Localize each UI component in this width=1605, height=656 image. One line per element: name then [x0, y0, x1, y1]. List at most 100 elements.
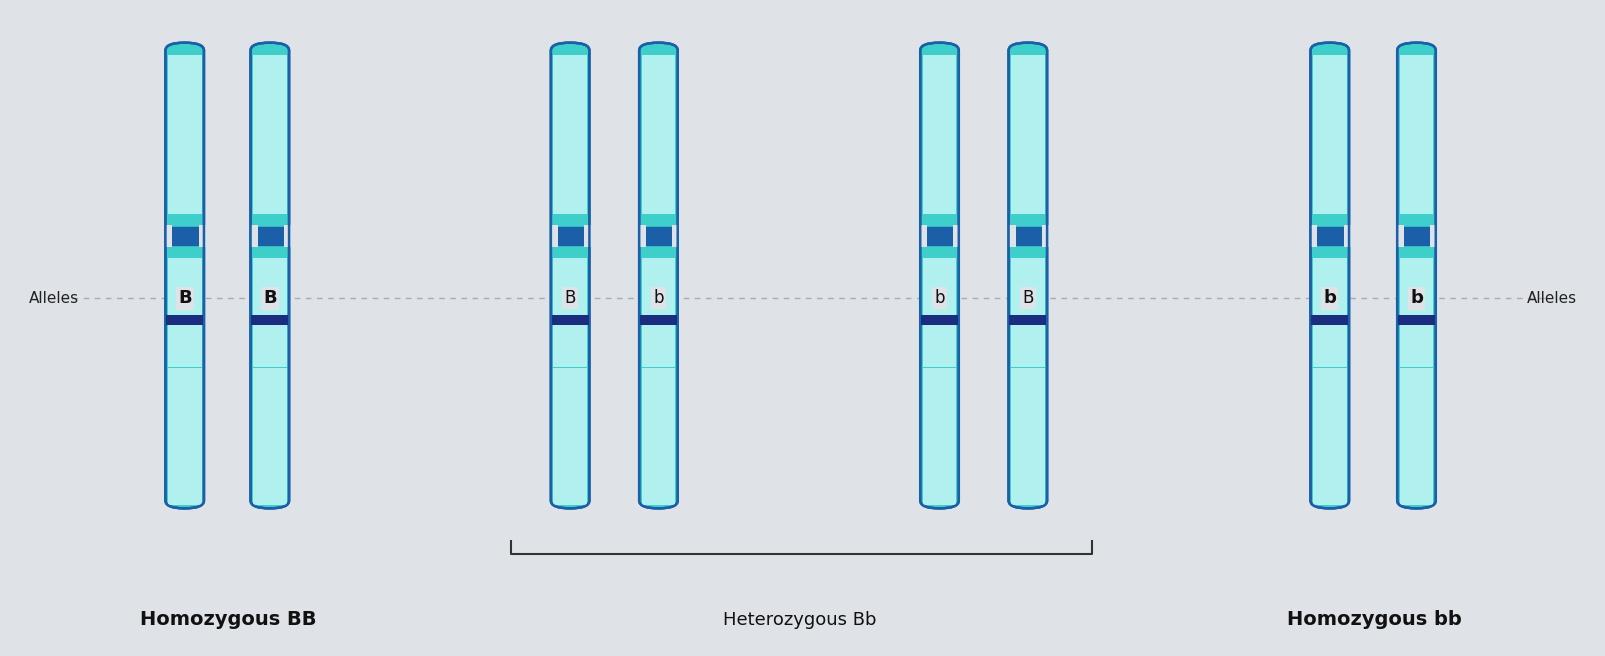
- Bar: [1398, 342, 1433, 367]
- Bar: [1396, 315, 1435, 325]
- Bar: [1398, 133, 1433, 159]
- Bar: [250, 315, 289, 325]
- Bar: [254, 86, 286, 112]
- Bar: [552, 315, 587, 325]
- Bar: [640, 480, 674, 505]
- Bar: [1011, 152, 1043, 177]
- Bar: [1396, 225, 1403, 247]
- Bar: [672, 225, 679, 247]
- Bar: [1313, 101, 1345, 127]
- Bar: [640, 367, 674, 393]
- Bar: [169, 72, 202, 97]
- Text: Heterozygous Bb: Heterozygous Bb: [722, 611, 876, 629]
- Bar: [640, 170, 674, 195]
- Bar: [169, 412, 202, 438]
- Bar: [284, 225, 291, 247]
- Bar: [921, 188, 955, 214]
- Bar: [552, 279, 586, 304]
- Bar: [640, 152, 674, 177]
- Bar: [1011, 170, 1043, 195]
- Bar: [1430, 225, 1436, 247]
- Bar: [254, 436, 286, 461]
- Bar: [1313, 133, 1345, 159]
- Bar: [1398, 258, 1433, 283]
- Bar: [640, 412, 674, 438]
- Bar: [169, 117, 202, 143]
- Bar: [254, 72, 286, 97]
- Bar: [1398, 436, 1433, 461]
- Bar: [551, 225, 557, 247]
- Bar: [254, 367, 286, 393]
- Bar: [254, 480, 286, 505]
- Bar: [1313, 300, 1345, 325]
- Bar: [1011, 321, 1043, 346]
- Bar: [1011, 101, 1043, 127]
- Bar: [921, 152, 955, 177]
- Bar: [254, 117, 286, 143]
- Bar: [640, 72, 674, 97]
- Bar: [921, 279, 955, 304]
- Bar: [921, 412, 955, 438]
- Bar: [1011, 388, 1043, 414]
- Bar: [169, 55, 202, 81]
- Bar: [170, 226, 199, 245]
- Bar: [169, 436, 202, 461]
- Text: B: B: [1021, 289, 1034, 308]
- Bar: [640, 117, 674, 143]
- Bar: [169, 279, 202, 304]
- Bar: [921, 388, 955, 414]
- Bar: [1313, 459, 1345, 485]
- FancyBboxPatch shape: [639, 43, 677, 508]
- Bar: [640, 133, 674, 159]
- Bar: [1398, 480, 1433, 505]
- Bar: [552, 55, 586, 81]
- Bar: [1011, 86, 1043, 112]
- Bar: [1042, 225, 1048, 247]
- Text: b: b: [934, 289, 944, 308]
- FancyBboxPatch shape: [1310, 43, 1348, 508]
- Bar: [1011, 117, 1043, 143]
- Bar: [1011, 279, 1043, 304]
- Bar: [552, 101, 586, 127]
- Bar: [165, 225, 172, 247]
- Bar: [953, 225, 960, 247]
- Bar: [1011, 480, 1043, 505]
- Bar: [552, 480, 586, 505]
- Bar: [1313, 388, 1345, 414]
- Bar: [640, 279, 674, 304]
- Bar: [921, 117, 955, 143]
- Bar: [921, 459, 955, 485]
- Bar: [1011, 188, 1043, 214]
- Bar: [254, 133, 286, 159]
- Bar: [1313, 436, 1345, 461]
- Bar: [254, 188, 286, 214]
- Bar: [1313, 480, 1345, 505]
- Text: Homozygous bb: Homozygous bb: [1287, 611, 1461, 629]
- Bar: [640, 188, 674, 214]
- Bar: [254, 101, 286, 127]
- Bar: [1401, 226, 1430, 245]
- Bar: [254, 321, 286, 346]
- Text: b: b: [1323, 289, 1335, 308]
- Bar: [921, 436, 955, 461]
- Bar: [640, 300, 674, 325]
- Bar: [640, 436, 674, 461]
- Bar: [1398, 86, 1433, 112]
- Bar: [552, 86, 586, 112]
- Bar: [1313, 188, 1345, 214]
- Bar: [1398, 72, 1433, 97]
- Bar: [169, 170, 202, 195]
- Bar: [1398, 388, 1433, 414]
- Bar: [1398, 367, 1433, 393]
- Bar: [1313, 117, 1345, 143]
- Bar: [1011, 436, 1043, 461]
- Bar: [924, 226, 953, 245]
- Bar: [1313, 367, 1345, 393]
- Bar: [1313, 72, 1345, 97]
- Bar: [254, 459, 286, 485]
- Bar: [921, 86, 955, 112]
- Bar: [1011, 300, 1043, 325]
- Bar: [1398, 279, 1433, 304]
- Bar: [921, 258, 955, 283]
- Bar: [1011, 55, 1043, 81]
